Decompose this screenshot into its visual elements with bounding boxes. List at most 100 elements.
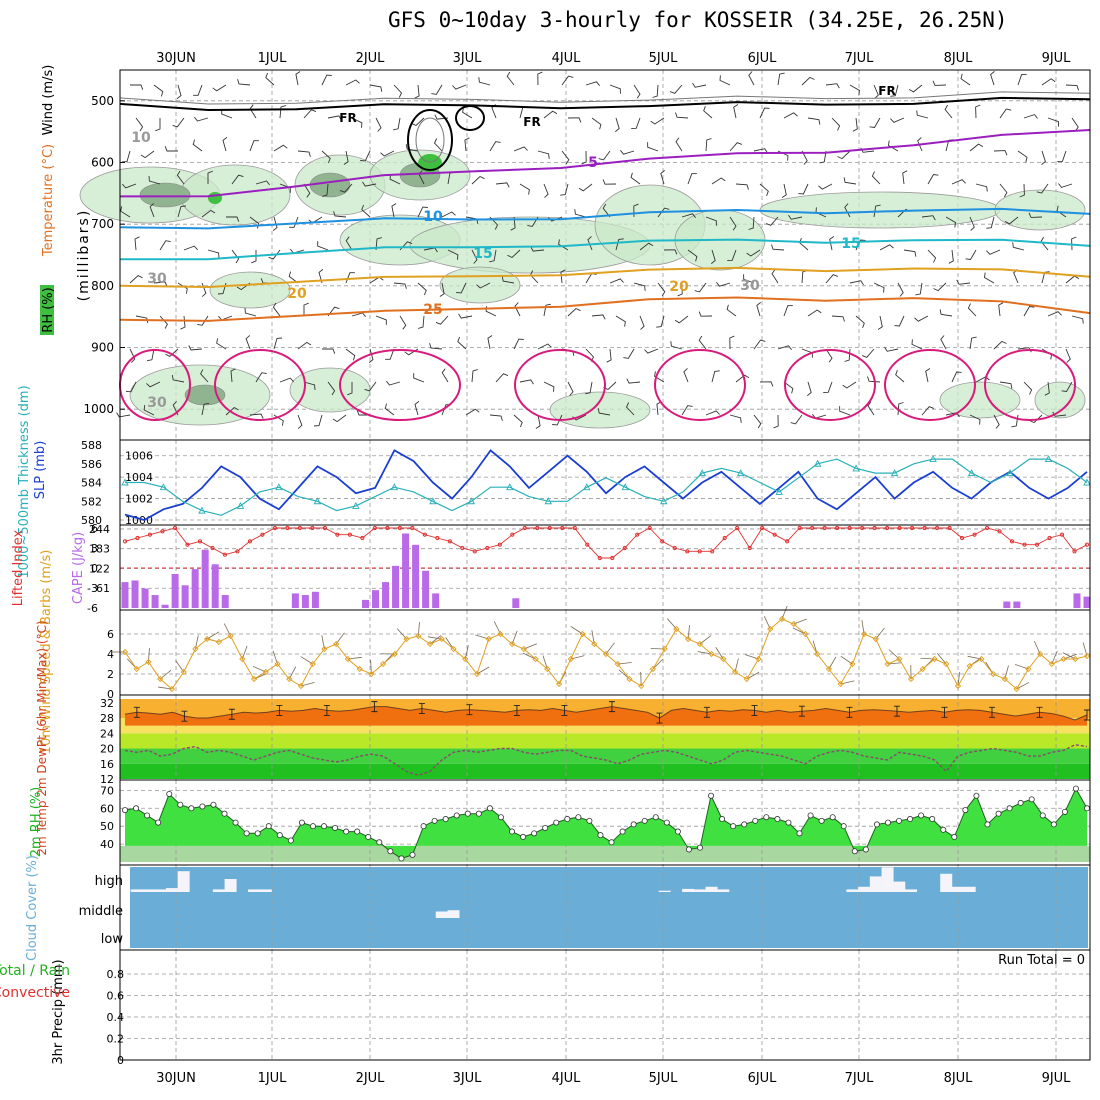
t2m-errorbar <box>988 706 995 718</box>
wind-barb <box>729 216 737 231</box>
wind-barb <box>385 348 395 360</box>
wind-barb <box>507 249 521 259</box>
wind10-barb <box>429 635 442 645</box>
wind-barb <box>801 76 815 86</box>
wind-barb <box>317 241 329 251</box>
cloud-bar-high <box>869 876 882 892</box>
wind10-point <box>649 665 657 673</box>
rh2m-point <box>475 810 482 817</box>
wind-barb <box>986 249 1001 255</box>
wind-barb <box>417 282 427 296</box>
wind-barb <box>1017 73 1027 86</box>
wind-barb <box>888 140 899 152</box>
wind-barb <box>255 372 267 383</box>
t2m-errorbar <box>466 704 473 716</box>
thickness-point <box>1044 455 1053 463</box>
thickness-point <box>929 455 937 463</box>
wind-barb <box>656 315 665 328</box>
precip-tick: 0.4 <box>107 1011 125 1024</box>
contour-label: 10 <box>423 209 443 225</box>
wind-barb <box>129 348 136 363</box>
cloud-bar-high <box>658 890 671 892</box>
wind-barb <box>956 279 971 285</box>
rh2m-point <box>829 814 836 821</box>
rh2m-point <box>254 830 261 837</box>
wind-barb <box>726 304 737 317</box>
wind-barb <box>543 110 558 119</box>
rh-shade-dark <box>184 384 226 406</box>
rh2m-tick: 60 <box>100 802 114 815</box>
wind-barb <box>322 183 329 197</box>
wind-barb <box>986 216 995 229</box>
wind-barb <box>694 282 707 293</box>
wind-barb <box>171 374 185 383</box>
cape-frame <box>119 524 1091 611</box>
wind-barb <box>495 373 509 383</box>
wind10-point <box>954 682 962 690</box>
wind-barb <box>719 75 731 86</box>
t2m-errorbar <box>656 712 663 724</box>
wind-barb <box>927 174 939 185</box>
wind-barb <box>207 249 220 259</box>
rh2m-point <box>907 816 914 823</box>
rh2m-tick: 40 <box>100 838 114 851</box>
wind10-point <box>767 625 774 633</box>
cape-tick: 183 <box>89 543 110 556</box>
wind-barb <box>1058 183 1073 188</box>
wind10-barb <box>1016 682 1030 690</box>
wind-barb <box>660 170 665 185</box>
wind-barb <box>669 84 683 94</box>
x-tick-label-top: 2JUL <box>356 51 386 66</box>
wind-barb <box>633 84 641 99</box>
wind10-point <box>485 635 492 643</box>
wind10-barb <box>699 635 712 645</box>
wind-barb <box>268 249 281 260</box>
wind10-barb <box>445 637 454 650</box>
rh2m-point <box>177 801 184 808</box>
wind-barb <box>807 309 822 317</box>
series-line-t2m <box>124 706 1088 721</box>
wind-barb <box>894 315 905 327</box>
wind-barb <box>368 348 374 363</box>
wind-barb <box>279 377 294 383</box>
rh2m-point <box>343 828 350 835</box>
lifted-point <box>310 525 315 531</box>
chart-title: GFS 0~10day 3-hourly for KOSSEIR (34.25E… <box>388 8 1008 32</box>
wind-barb <box>297 414 303 429</box>
wind-barb <box>567 117 582 123</box>
wind10-point <box>250 675 258 683</box>
wind-barb <box>783 112 798 119</box>
wind10-point <box>661 645 668 653</box>
t2m-errorbar <box>751 704 758 716</box>
rh2m-point <box>409 851 416 858</box>
rh2m-point <box>763 814 770 821</box>
wind-barb <box>245 335 251 350</box>
wind-barb <box>753 339 766 350</box>
rh2m-point <box>387 848 394 855</box>
isotherm-FR-loop2 <box>455 105 485 131</box>
wind10-point <box>1083 652 1091 660</box>
wind-barb <box>201 282 207 297</box>
x-tick-label-bottom: 3JUL <box>453 1071 483 1086</box>
wind10-point <box>814 650 821 658</box>
wind10-point <box>203 635 211 643</box>
rh2m-point <box>1006 805 1013 812</box>
wind-barb <box>839 406 851 416</box>
wind10-point <box>896 655 903 663</box>
y-tick-label: 500 <box>91 94 114 108</box>
wind-barb <box>633 282 646 291</box>
lifted-point <box>535 525 540 531</box>
t2m-area <box>125 706 1087 726</box>
rh-shade-peak <box>418 154 442 172</box>
wind-barb <box>873 282 885 293</box>
wind-barb <box>226 216 240 222</box>
rh2m-point <box>287 837 294 844</box>
wind-barb <box>478 77 491 86</box>
wind-barb <box>597 408 611 416</box>
cape-bar <box>131 580 139 608</box>
wind-barb <box>140 150 155 159</box>
rh2m-point <box>641 817 648 824</box>
wind-barb <box>345 236 353 251</box>
wind10-point <box>907 675 915 683</box>
wind-barb <box>351 117 363 128</box>
